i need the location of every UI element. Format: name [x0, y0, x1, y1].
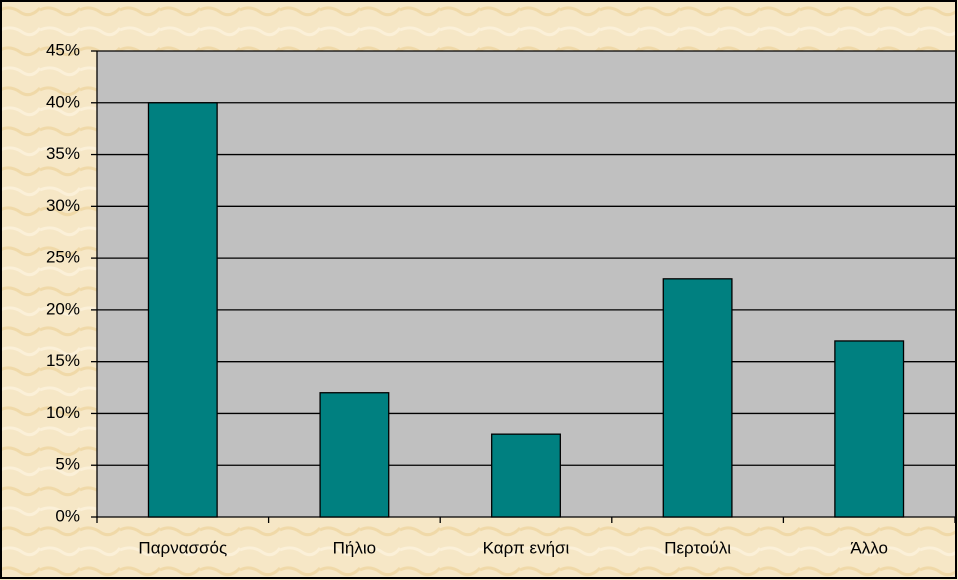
- bar: [319, 392, 390, 518]
- bar: [491, 433, 561, 518]
- bar: [147, 102, 218, 518]
- bar: [834, 340, 905, 518]
- y-tick-label: 35%: [46, 144, 80, 163]
- y-tick-label: 45%: [46, 40, 80, 59]
- x-tick-label: Άλλο: [850, 538, 888, 557]
- x-tick-label: Καρπ ενήσι: [483, 538, 570, 557]
- bar: [662, 278, 733, 518]
- y-tick-label: 25%: [46, 248, 80, 267]
- x-tick-label: Παρνασσός: [138, 538, 227, 557]
- x-tick-label: Πήλιο: [333, 538, 376, 557]
- y-tick-label: 5%: [55, 455, 80, 474]
- y-tick-label: 15%: [46, 351, 80, 370]
- y-tick-label: 10%: [46, 403, 80, 422]
- y-tick-label: 0%: [55, 506, 80, 525]
- y-tick-label: 20%: [46, 299, 80, 318]
- y-tick-label: 30%: [46, 196, 80, 215]
- x-tick-label: Περτούλι: [664, 538, 731, 557]
- y-tick-label: 40%: [46, 92, 80, 111]
